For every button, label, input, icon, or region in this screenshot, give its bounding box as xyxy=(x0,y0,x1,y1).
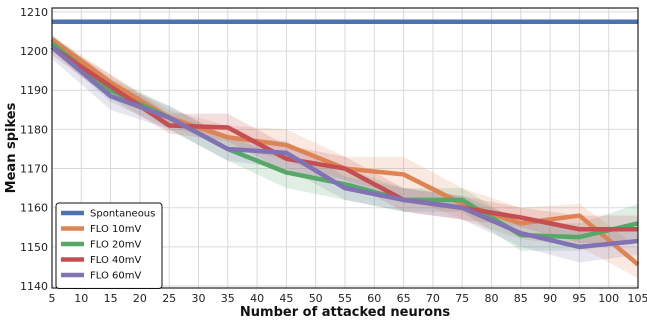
x-tick-label: 75 xyxy=(455,292,469,305)
y-tick-label: 1160 xyxy=(20,202,48,215)
y-tick-label: 1140 xyxy=(20,280,48,293)
y-tick-label: 1190 xyxy=(20,84,48,97)
series-line xyxy=(50,45,639,250)
x-tick-label: 60 xyxy=(367,292,381,305)
legend-label: FLO 20mV xyxy=(90,240,141,251)
y-axis-ticks: 1140 1150 1160 1170 1180 1190 1200 1210 xyxy=(20,6,48,293)
x-tick-label: 55 xyxy=(338,292,352,305)
plot-frame xyxy=(51,7,639,289)
x-tick-label: 35 xyxy=(221,292,235,305)
y-tick-label: 1210 xyxy=(20,6,48,19)
x-axis-title: Number of attacked neurons xyxy=(240,305,450,320)
x-tick-label: 50 xyxy=(309,292,323,305)
legend-label: FLO 10mV xyxy=(90,224,141,235)
x-tick-label: 70 xyxy=(426,292,440,305)
y-tick-label: 1170 xyxy=(20,163,48,176)
legend-label: FLO 40mV xyxy=(90,255,141,266)
x-tick-label: 25 xyxy=(162,292,176,305)
x-tick-label: 30 xyxy=(192,292,206,305)
x-tick-label: 10 xyxy=(74,292,88,305)
x-tick-label: 20 xyxy=(133,292,147,305)
x-tick-label: 90 xyxy=(543,292,557,305)
x-tick-label: 15 xyxy=(104,292,118,305)
legend-label: Spontaneous xyxy=(90,209,155,220)
x-axis-ticks: 5 10 15 20 25 30 35 40 45 50 55 60 65 70 75 80 85 90 95 100… xyxy=(49,292,647,305)
y-tick-label: 1180 xyxy=(20,123,48,136)
y-tick-label: 1150 xyxy=(20,241,48,254)
x-tick-label: 85 xyxy=(514,292,528,305)
y-axis-title: Mean spikes xyxy=(4,102,19,193)
x-tick-label: 45 xyxy=(279,292,293,305)
legend: Spontaneous FLO 10mV FLO 20mV FLO 40mV FLO 6… xyxy=(55,202,163,289)
confidence-band xyxy=(52,39,638,243)
legend-label: FLO 60mV xyxy=(90,271,141,282)
x-tick-label: 95 xyxy=(572,292,586,305)
x-tick-label: 40 xyxy=(250,292,264,305)
y-tick-label: 1200 xyxy=(20,45,48,58)
x-tick-label: 100 xyxy=(598,292,619,305)
confidence-band xyxy=(52,35,638,263)
x-tick-label: 80 xyxy=(485,292,499,305)
x-tick-label: 105 xyxy=(628,292,647,305)
series-lines xyxy=(50,19,640,267)
x-tick-label: 65 xyxy=(397,292,411,305)
legend-box xyxy=(55,202,163,289)
x-tick-label: 5 xyxy=(49,292,56,305)
